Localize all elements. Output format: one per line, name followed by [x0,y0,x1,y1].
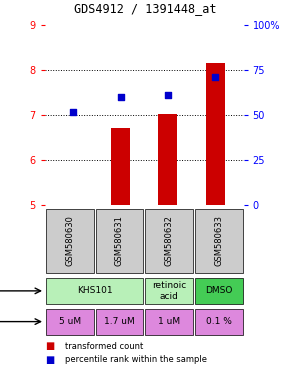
Text: GSM580633: GSM580633 [214,215,223,266]
Text: 1 uM: 1 uM [158,317,180,326]
Text: GSM580632: GSM580632 [165,215,174,266]
Text: DMSO: DMSO [205,286,233,295]
Bar [96,309,143,334]
Bar [111,128,130,205]
Bar [96,209,143,273]
Point [213,74,218,80]
Text: ■: ■ [45,355,54,365]
Bar [145,309,193,334]
Text: percentile rank within the sample: percentile rank within the sample [65,355,207,364]
Bar [195,309,243,334]
Bar [145,209,193,273]
Text: transformed count: transformed count [65,342,144,351]
Point [71,109,76,115]
Text: 5 uM: 5 uM [59,317,81,326]
Text: ■: ■ [45,341,54,351]
Text: 0.1 %: 0.1 % [206,317,232,326]
Text: 1.7 uM: 1.7 uM [104,317,135,326]
Text: retinoic
acid: retinoic acid [152,281,186,301]
Text: KHS101: KHS101 [77,286,113,295]
Bar [158,114,177,205]
Point [118,94,123,100]
Bar [46,309,94,334]
Bar [206,63,225,205]
Text: GDS4912 / 1391448_at: GDS4912 / 1391448_at [74,2,216,15]
Bar [46,278,143,304]
Bar [195,209,243,273]
Bar [145,278,193,304]
Text: GSM580631: GSM580631 [115,215,124,266]
Bar [46,209,94,273]
Bar [195,278,243,304]
Point [166,92,170,98]
Text: GSM580630: GSM580630 [65,215,74,266]
